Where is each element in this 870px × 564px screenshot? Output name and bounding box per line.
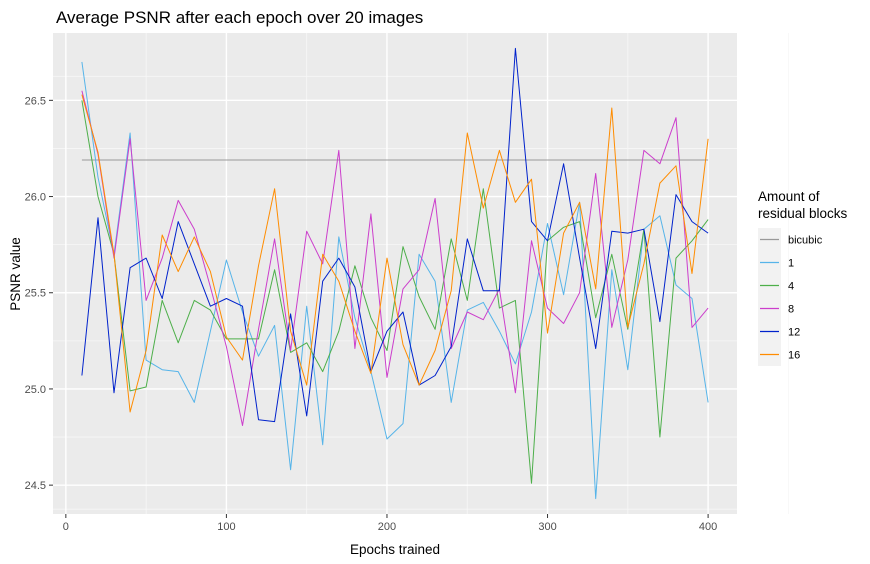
series-line-1 [81,61,709,500]
series-lines [81,47,709,500]
x-axis: 0 100 200 300 400 [63,514,717,533]
x-tick-label: 100 [217,521,235,533]
legend-label-bicubic: bicubic [788,235,823,247]
y-tick-label: 25.0 [25,384,46,396]
x-axis-title: Epochs trained [350,542,440,557]
x-tick-label: 400 [699,521,717,533]
x-tick-label: 200 [378,521,396,533]
y-tick-label: 26.0 [25,192,46,204]
x-tick-label: 0 [63,521,69,533]
legend-items: bicubic 1 4 8 12 16 [758,228,823,366]
legend-label-16: 16 [788,350,800,362]
series-line-4 [81,100,709,484]
series-line-16 [81,94,709,413]
major-gridlines [53,33,737,514]
x-tick-label: 300 [538,521,556,533]
minor-gridlines [53,33,789,514]
y-axis-title: PSNR value [8,237,23,311]
chart-title: Average PSNR after each epoch over 20 im… [56,8,423,27]
y-tick-label: 24.5 [25,480,46,492]
legend-label-1: 1 [788,258,794,270]
y-axis: 24.5 25.0 25.5 26.0 26.5 [25,95,53,492]
legend: Amount of residual blocks bicubic 1 4 8 12 16 [758,189,848,366]
plot-panel [53,33,737,514]
y-tick-label: 26.5 [25,95,46,107]
y-tick-label: 25.5 [25,288,46,300]
series-line-8 [81,90,709,426]
series-line-12 [81,47,709,423]
legend-label-4: 4 [788,281,794,293]
legend-title-line-1: Amount of [758,189,820,204]
legend-label-8: 8 [788,304,794,316]
legend-title-line-2: residual blocks [758,206,848,221]
legend-label-12: 12 [788,327,800,339]
